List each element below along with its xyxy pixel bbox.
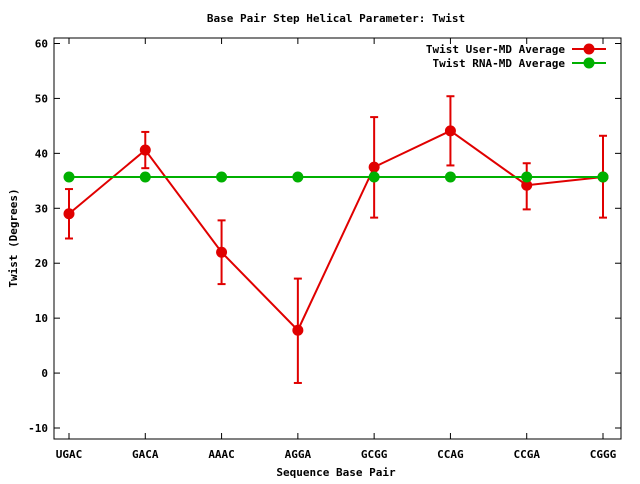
series-layer	[63, 95, 609, 384]
user-md-point	[63, 208, 75, 220]
legend-label: Twist User-MD Average	[426, 43, 565, 56]
x-tick-label: AAAC	[208, 448, 235, 461]
legend-swatch-marker	[583, 57, 595, 69]
series-1	[63, 95, 609, 384]
y-tick-label: 40	[35, 147, 48, 160]
x-tick-label: AGGA	[285, 448, 312, 461]
rna-md-point	[216, 171, 228, 183]
legend-swatch-marker	[583, 43, 595, 55]
rna-md-point	[444, 171, 456, 183]
user-md-point	[139, 144, 151, 156]
legend-entry-rna-md: Twist RNA-MD Average	[433, 57, 606, 70]
chart-title: Base Pair Step Helical Parameter: Twist	[207, 12, 465, 25]
x-tick-label: GCGG	[361, 448, 388, 461]
y-tick-label: -10	[28, 422, 48, 435]
x-axis-label: Sequence Base Pair	[276, 466, 396, 479]
rna-md-point	[63, 171, 75, 183]
rna-md-point	[521, 171, 533, 183]
y-tick-label: 20	[35, 257, 48, 270]
x-tick-label: CGGG	[590, 448, 617, 461]
plot-frame	[53, 37, 622, 440]
y-axis: -10 0 10 20 30 40 50 60	[28, 37, 621, 435]
x-tick-label: GACA	[132, 448, 159, 461]
rna-md-point	[368, 171, 380, 183]
user-md-line	[68, 129, 604, 332]
x-tick-label: CCAG	[437, 448, 464, 461]
legend-entry-user-md: Twist User-MD Average	[426, 43, 606, 56]
user-md-point	[521, 179, 533, 191]
user-md-point	[444, 125, 456, 137]
user-md-point	[292, 324, 304, 336]
y-tick-label: 0	[41, 367, 48, 380]
rna-md-point	[139, 171, 151, 183]
x-tick-label: CCGA	[513, 448, 540, 461]
user-md-point	[368, 161, 380, 173]
x-axis: UGAC GACA AAAC AGGA GCGG CCAG CCGA CGGG	[56, 38, 617, 461]
x-tick-label: UGAC	[56, 448, 83, 461]
legend-label: Twist RNA-MD Average	[433, 57, 566, 70]
rna-md-point	[597, 171, 609, 183]
series-2	[63, 171, 609, 183]
y-tick-label: 30	[35, 202, 48, 215]
y-tick-label: 50	[35, 92, 48, 105]
rna-md-point	[292, 171, 304, 183]
y-tick-label: 60	[35, 37, 48, 50]
y-tick-label: 10	[35, 312, 48, 325]
user-md-point	[216, 246, 228, 258]
y-axis-label: Twist (Degrees)	[7, 188, 20, 287]
